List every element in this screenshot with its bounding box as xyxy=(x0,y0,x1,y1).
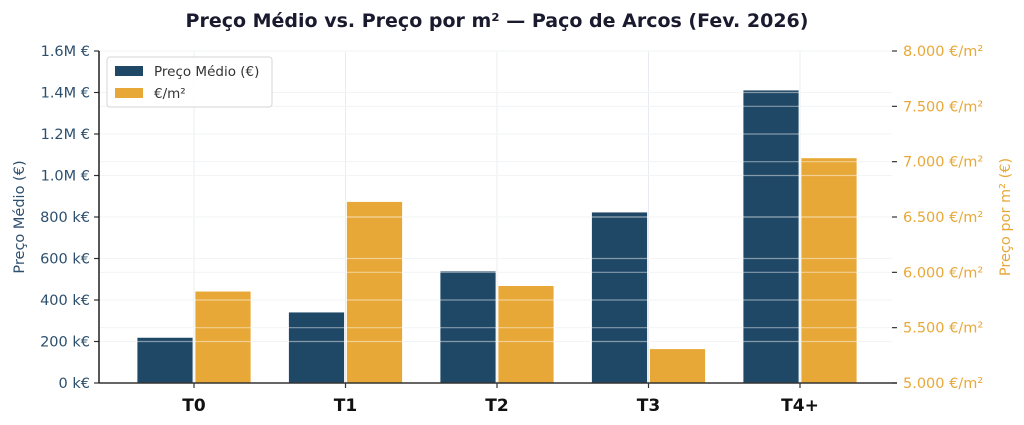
bar-price-T1 xyxy=(288,311,345,384)
bar-price-T3 xyxy=(591,211,648,384)
bar-price-T2 xyxy=(439,270,497,384)
bar-price-T4+ xyxy=(742,89,800,384)
y-tick-label-left: 400 k€ xyxy=(40,293,90,309)
y-axis-label-left: Preço Médio (€) xyxy=(12,160,28,273)
x-tick-label: T2 xyxy=(485,396,508,416)
x-tick-label: T4+ xyxy=(781,396,819,416)
x-tick-label: T0 xyxy=(182,396,206,416)
bar-price-per-m2-T4+ xyxy=(800,157,858,384)
chart-title: Preço Médio vs. Preço por m² — Paço de A… xyxy=(186,10,809,32)
x-tick-label: T1 xyxy=(334,396,357,416)
bar-price-per-m2-T1 xyxy=(346,201,403,384)
y-tick-label-right: 6.500 €/m² xyxy=(903,210,983,226)
bar-price-per-m2-T3 xyxy=(649,348,706,384)
y-tick-label-left: 0 k€ xyxy=(59,376,90,392)
x-tick-label: T3 xyxy=(637,396,660,416)
y-tick-label-left: 1.2M € xyxy=(41,127,90,143)
legend-label-price: Preço Médio (€) xyxy=(154,64,259,80)
bar-price-per-m2-T0 xyxy=(194,290,252,384)
y-tick-label-left: 800 k€ xyxy=(40,210,90,226)
y-axis-label-right: Preço por m² (€) xyxy=(998,158,1014,276)
bar-price-T0 xyxy=(136,336,194,384)
y-tick-label-right: 6.000 €/m² xyxy=(903,265,983,281)
axes: 0 k€ 200 k€ 400 k€ 600 k€ 800 k€ 1.0M € 1.2M €… xyxy=(40,44,983,416)
y-tick-label-right: 8.000 €/m² xyxy=(903,44,983,60)
y-tick-label-left: 1.4M € xyxy=(41,86,90,102)
legend-swatch-price-per-m2 xyxy=(115,88,143,98)
y-tick-label-left: 200 k€ xyxy=(40,335,90,351)
y-tick-label-right: 5.500 €/m² xyxy=(903,321,983,337)
y-tick-label-right: 5.000 €/m² xyxy=(903,376,983,392)
legend: Preço Médio (€) €/m² xyxy=(106,56,273,108)
y-tick-label-right: 7.000 €/m² xyxy=(903,155,983,171)
legend-label-price-per-m2: €/m² xyxy=(154,86,186,102)
legend-swatch-price xyxy=(115,66,143,76)
y-tick-label-left: 1.0M € xyxy=(41,169,90,185)
y-tick-label-left: 600 k€ xyxy=(40,252,90,268)
y-tick-label-right: 7.500 €/m² xyxy=(903,99,983,115)
y-tick-label-left: 1.6M € xyxy=(41,44,90,60)
